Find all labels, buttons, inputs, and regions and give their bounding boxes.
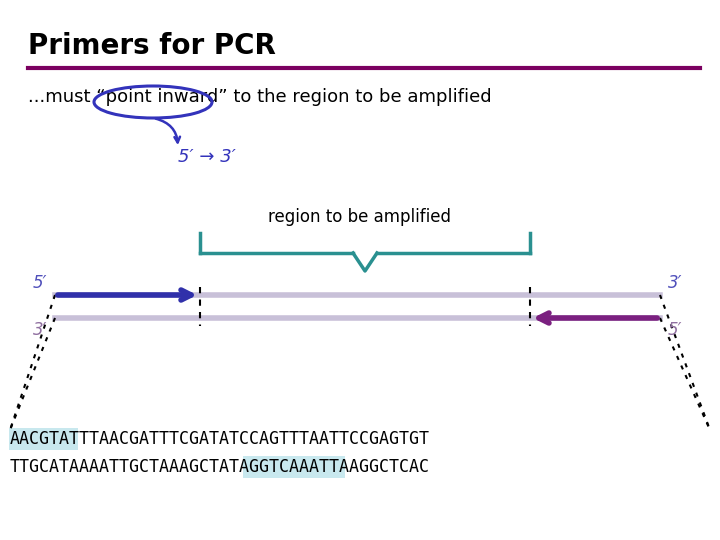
Text: region to be amplified: region to be amplified bbox=[269, 208, 451, 226]
Text: Primers for PCR: Primers for PCR bbox=[28, 32, 276, 60]
Text: 3′: 3′ bbox=[668, 274, 683, 292]
Text: 3′: 3′ bbox=[32, 321, 47, 339]
Text: TTGCATAAAATTGCTAAAGCTATAGGTCAAATTAAGGCTCAC: TTGCATAAAATTGCTAAAGCTATAGGTCAAATTAAGGCTC… bbox=[10, 458, 430, 476]
Bar bbox=[9, 428, 78, 450]
Text: 5′: 5′ bbox=[668, 321, 683, 339]
Text: 5′ → 3′: 5′ → 3′ bbox=[178, 148, 236, 166]
Text: 5′: 5′ bbox=[32, 274, 47, 292]
Text: AACGTATTTAACGATTTCGATATCCAGTTTAATTCCGAGTGT: AACGTATTTAACGATTTCGATATCCAGTTTAATTCCGAGT… bbox=[10, 430, 430, 448]
Bar bbox=[243, 456, 345, 478]
Text: ...must “point inward” to the region to be amplified: ...must “point inward” to the region to … bbox=[28, 88, 492, 106]
